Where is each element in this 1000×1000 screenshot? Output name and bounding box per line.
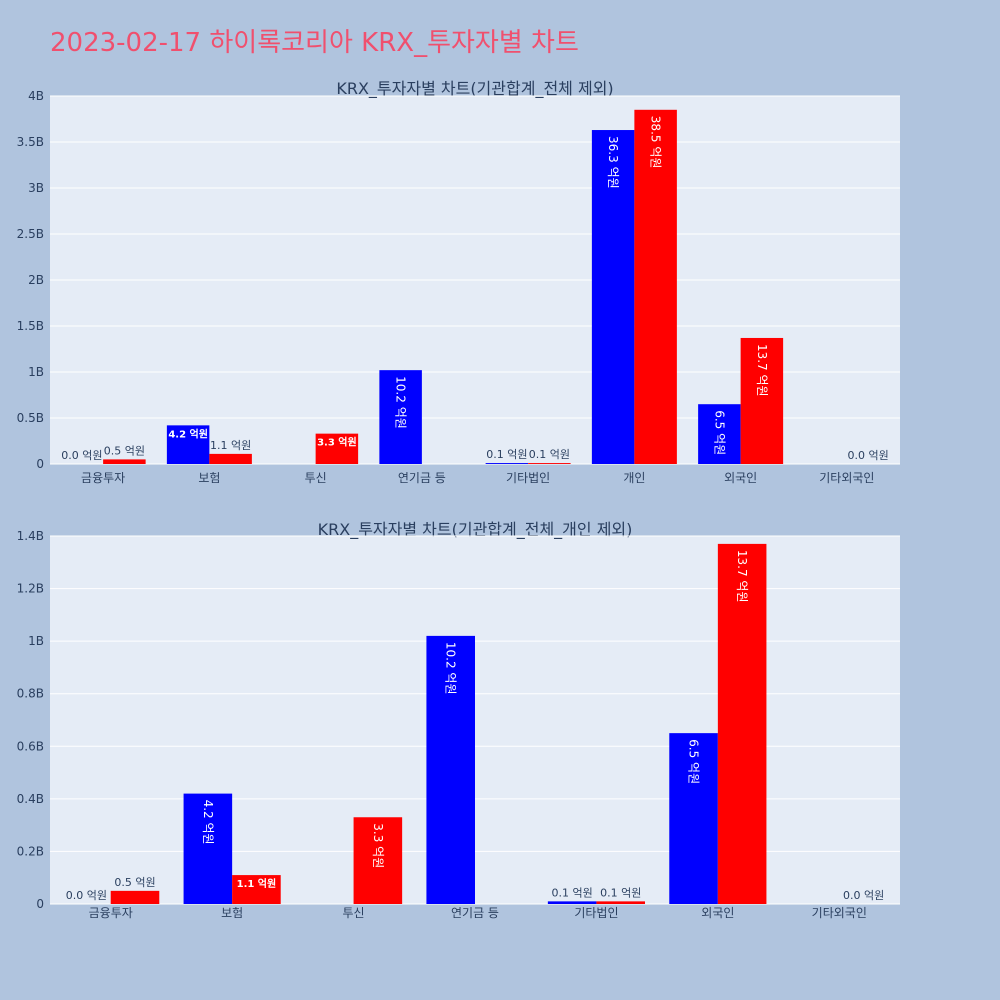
bar-buy (183, 793, 233, 904)
bar-value-label: 4.2 억원 (168, 427, 208, 440)
x-tick-label: 외국인 (724, 471, 757, 485)
y-tick-label: 2B (28, 273, 44, 287)
x-tick-label: 기타법인 (574, 906, 618, 920)
x-tick-label: 연기금 등 (451, 906, 499, 920)
chart-title: KRX_투자자별 차트(기관합계_전체_개인 제외) (318, 520, 633, 540)
bar-buy (166, 425, 210, 464)
bar-value-label: 6.5 억원 (712, 410, 726, 455)
bar-value-label: 0.1 억원 (600, 886, 641, 899)
bar-value-label: 4.2 억원 (201, 800, 215, 845)
chart-bottom: KRX_투자자별 차트(기관합계_전체_개인 제외) 0 0.2B 0.4B 0.6B 0… (17, 520, 900, 920)
bar-sell (232, 875, 281, 904)
bar-sell (634, 109, 677, 465)
bar-value-label: 36.3 억원 (606, 136, 620, 189)
bar-buy (379, 370, 422, 464)
bar-value-label: 0.0 억원 (843, 889, 884, 902)
bar-value-label: 13.7 억원 (735, 550, 749, 603)
bar-sell (353, 817, 403, 904)
bar-sell (528, 463, 571, 464)
y-tick-label: 0.4B (17, 792, 44, 806)
y-tick-label: 0.2B (17, 844, 44, 858)
bar-sell (596, 901, 645, 904)
x-tick-label: 기타법인 (506, 471, 550, 485)
chart-title: KRX_투자자별 차트(기관합계_전체 제외) (336, 79, 613, 99)
chart-top: KRX_투자자별 차트(기관합계_전체 제외) 0 0.5B 1B 1.5B 2B 2.5B… (17, 79, 900, 485)
bar-sell (315, 433, 359, 464)
bar-buy (698, 404, 741, 464)
bar-value-label: 38.5 억원 (649, 116, 663, 169)
x-tick-label: 개인 (623, 471, 645, 485)
bar-value-label: 0.0 억원 (66, 889, 107, 902)
bar-value-label: 0.1 억원 (486, 448, 527, 461)
bar-value-label: 10.2 억원 (394, 376, 408, 429)
y-tick-label: 0.6B (17, 739, 44, 753)
x-tick-label: 보험 (221, 906, 243, 920)
y-tick-label: 1B (28, 634, 44, 648)
bar-value-label: 1.1 억원 (210, 439, 251, 452)
bar-sell (110, 890, 160, 904)
bar-value-label: 3.3 억원 (371, 823, 385, 868)
page-title: 2023-02-17 하이록코리아 KRX_투자자별 차트 (50, 28, 579, 58)
bar-sell (740, 337, 784, 464)
x-tick-label: 기타외국인 (812, 906, 867, 920)
bar-buy (485, 463, 529, 464)
bar-value-label: 1.1 억원 (237, 877, 277, 890)
y-tick-label: 0.8B (17, 687, 44, 701)
x-tick-label: 보험 (198, 471, 220, 485)
y-tick-label: 2.5B (17, 227, 44, 241)
bar-value-label: 13.7 억원 (755, 344, 769, 397)
bar-buy (591, 130, 635, 464)
bar-value-label: 3.3 억원 (317, 436, 357, 449)
y-tick-label: 3B (28, 181, 44, 195)
y-tick-label: 1.2B (17, 582, 44, 596)
y-tick-label: 1B (28, 365, 44, 379)
x-tick-label: 금융투자 (89, 906, 133, 920)
x-tick-label: 외국인 (701, 906, 734, 920)
bar-sell (717, 543, 767, 904)
y-tick-label: 0 (36, 897, 44, 911)
bar-sell (209, 453, 252, 464)
x-tick-label: 연기금 등 (398, 471, 446, 485)
x-tick-label: 투신 (305, 471, 327, 485)
y-tick-label: 1.4B (17, 529, 44, 543)
bar-value-label: 0.1 억원 (552, 886, 593, 899)
bar-value-label: 0.5 억원 (104, 444, 145, 457)
y-tick-label: 1.5B (17, 319, 44, 333)
bar-value-label: 6.5 억원 (687, 739, 701, 784)
bar-buy (669, 733, 718, 904)
bar-value-label: 0.0 억원 (848, 449, 889, 462)
y-tick-label: 4B (28, 89, 44, 103)
y-tick-label: 3.5B (17, 135, 44, 149)
bar-value-label: 0.1 억원 (529, 448, 570, 461)
bar-value-label: 0.5 억원 (114, 876, 155, 889)
x-tick-label: 기타외국인 (819, 471, 874, 485)
x-tick-label: 투신 (343, 906, 365, 920)
y-tick-label: 0 (36, 457, 44, 471)
bar-buy (426, 635, 475, 904)
x-tick-label: 금융투자 (81, 471, 125, 485)
bar-sell (103, 459, 146, 464)
bar-buy (547, 901, 597, 904)
bar-value-label: 10.2 억원 (444, 642, 458, 695)
bar-value-label: 0.0 억원 (61, 449, 102, 462)
y-tick-label: 0.5B (17, 411, 44, 425)
